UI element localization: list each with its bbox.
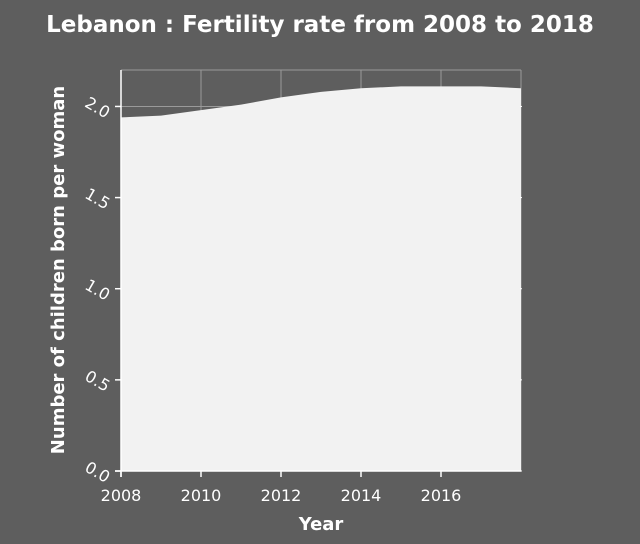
chart-title: Lebanon : Fertility rate from 2008 to 20… [46, 12, 594, 38]
y-axis-label: Number of children born per woman [48, 86, 69, 454]
x-tick-label: 2012 [261, 486, 302, 505]
x-tick-label: 2016 [421, 486, 462, 505]
x-axis-label: Year [298, 514, 344, 535]
fertility-area [121, 86, 521, 472]
axes [115, 70, 521, 477]
y-tick-label: 0.5 [82, 366, 114, 395]
x-tick-label: 2008 [101, 486, 142, 505]
y-tick-label: 1.0 [82, 275, 114, 304]
x-tick-label: 2010 [181, 486, 222, 505]
x-tick-label: 2014 [341, 486, 382, 505]
y-tick-label: 0.0 [82, 458, 114, 487]
y-tick-label: 2.0 [82, 93, 114, 122]
x-axis-ticks: 2008 2010 2012 2014 2016 [101, 471, 462, 505]
y-tick-label: 1.5 [82, 184, 114, 213]
